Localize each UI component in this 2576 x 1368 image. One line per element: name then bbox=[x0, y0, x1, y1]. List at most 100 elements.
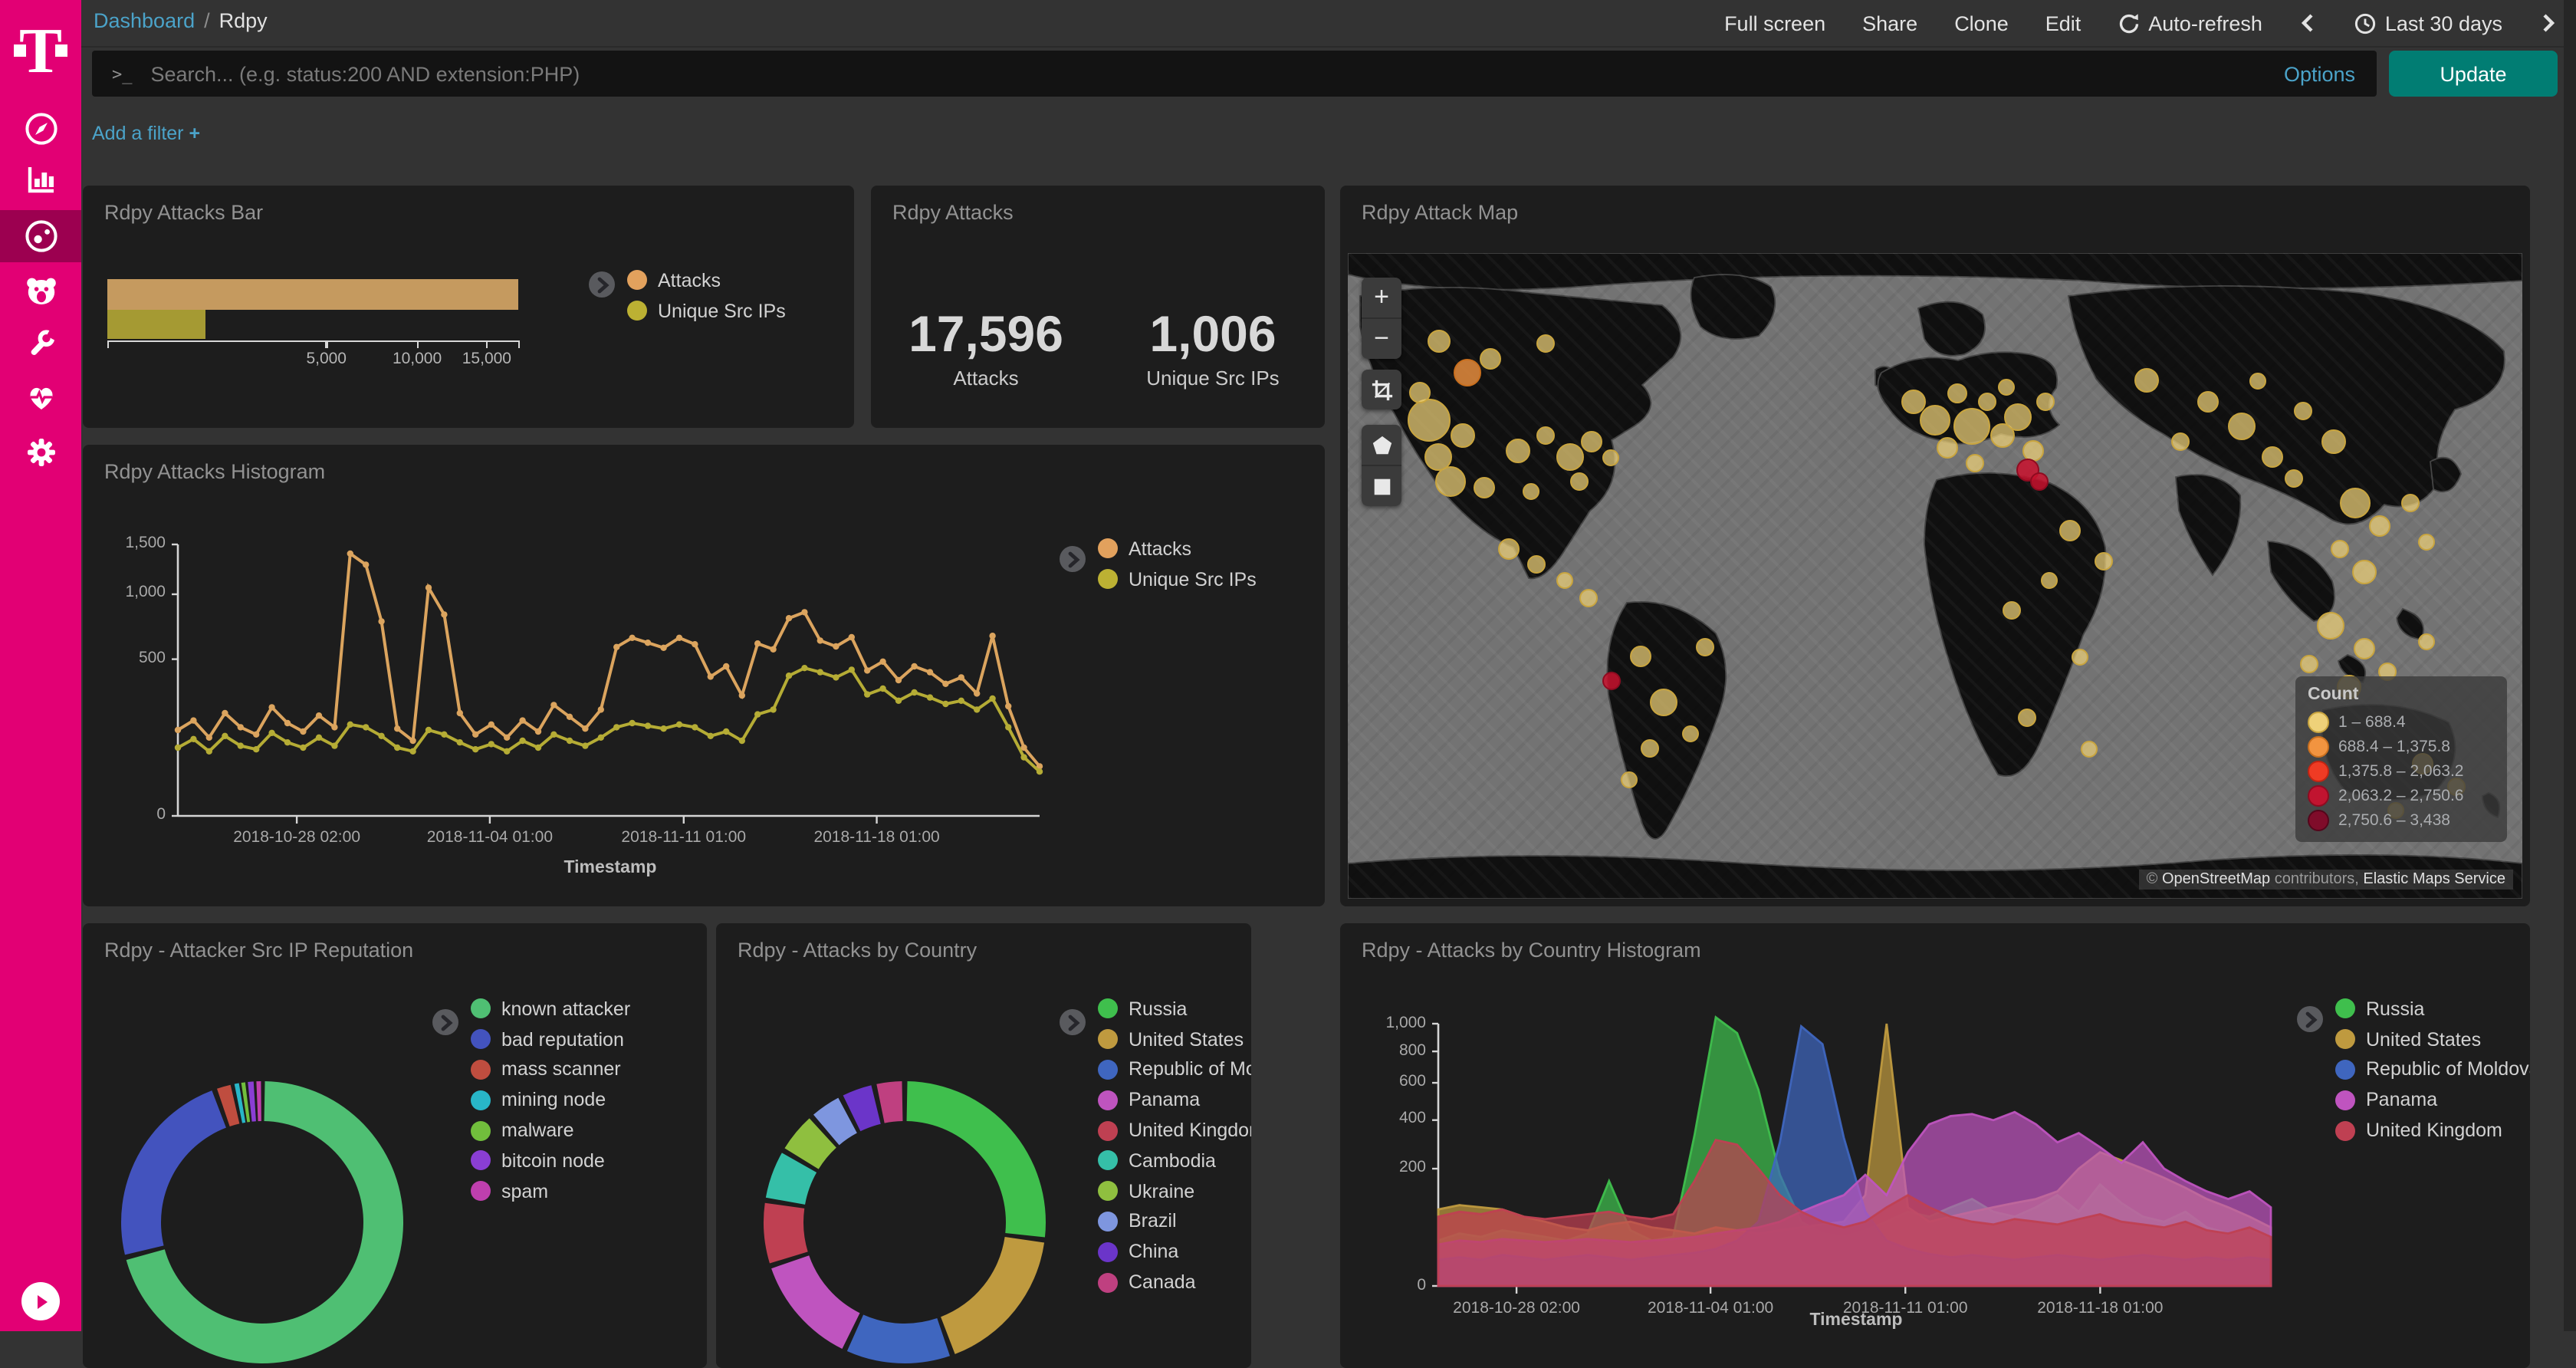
data-point[interactable] bbox=[441, 611, 448, 618]
data-point[interactable] bbox=[394, 744, 401, 751]
attack-bubble[interactable] bbox=[1947, 383, 1967, 403]
donut-segment-malware[interactable] bbox=[241, 1082, 251, 1123]
sidebar-item-management[interactable] bbox=[0, 426, 81, 478]
data-point[interactable] bbox=[723, 663, 730, 670]
bar-unique-src-ips[interactable] bbox=[107, 309, 206, 339]
legend-toggle-button[interactable] bbox=[1060, 546, 1086, 572]
donut-segment-canada[interactable] bbox=[876, 1081, 903, 1123]
legend-item[interactable]: United Kingdom bbox=[1098, 1115, 1251, 1146]
legend-item[interactable]: spam bbox=[471, 1176, 630, 1207]
donut-segment-bad-reputation[interactable] bbox=[121, 1090, 226, 1255]
data-point[interactable] bbox=[723, 728, 730, 735]
data-point[interactable] bbox=[879, 685, 886, 692]
attack-bubble[interactable] bbox=[2022, 440, 2044, 462]
donut-segment-mining-node[interactable] bbox=[234, 1083, 246, 1123]
attack-bubble[interactable] bbox=[2040, 571, 2057, 588]
data-point[interactable] bbox=[284, 719, 291, 727]
data-point[interactable] bbox=[1020, 744, 1027, 751]
attack-bubble[interactable] bbox=[1536, 426, 1555, 445]
attack-bubble[interactable] bbox=[1602, 449, 1618, 465]
data-point[interactable] bbox=[660, 644, 667, 651]
auto-refresh-button[interactable]: Auto-refresh bbox=[2118, 12, 2262, 35]
legend-item[interactable]: United Kingdom bbox=[2335, 1115, 2530, 1146]
donut-segment-russia[interactable] bbox=[906, 1081, 1046, 1238]
data-point[interactable] bbox=[456, 709, 463, 717]
attack-bubble[interactable] bbox=[1408, 399, 1451, 442]
attack-bubble[interactable] bbox=[2071, 648, 2088, 665]
donut-segment-ukraine[interactable] bbox=[784, 1118, 836, 1169]
legend-item[interactable]: United States bbox=[1098, 1024, 1251, 1055]
data-point[interactable] bbox=[942, 700, 949, 708]
data-point[interactable] bbox=[363, 561, 370, 568]
attack-bubble[interactable] bbox=[1506, 439, 1530, 463]
data-point[interactable] bbox=[1005, 724, 1012, 731]
data-point[interactable] bbox=[597, 706, 604, 713]
map-fit-bounds-button[interactable] bbox=[1362, 370, 1401, 409]
legend-item[interactable]: China bbox=[1098, 1237, 1251, 1268]
attack-bubble[interactable] bbox=[1570, 472, 1589, 491]
sidebar-item-dev-tools[interactable] bbox=[0, 317, 81, 370]
data-point[interactable] bbox=[566, 737, 573, 745]
ems-link[interactable]: Elastic Maps Service bbox=[2363, 871, 2505, 888]
data-point[interactable] bbox=[754, 640, 761, 647]
attack-bubble[interactable] bbox=[2285, 469, 2303, 488]
attack-bubble[interactable] bbox=[1602, 672, 1621, 690]
data-point[interactable] bbox=[848, 666, 855, 673]
legend-item[interactable]: mining node bbox=[471, 1085, 630, 1116]
attack-bubble[interactable] bbox=[2417, 633, 2434, 649]
attack-bubble[interactable] bbox=[2080, 740, 2097, 757]
attack-bubble[interactable] bbox=[2095, 552, 2113, 571]
data-point[interactable] bbox=[770, 646, 777, 653]
data-point[interactable] bbox=[409, 748, 416, 755]
sidebar-item-discover[interactable] bbox=[0, 103, 81, 155]
options-link[interactable]: Options bbox=[2283, 62, 2355, 85]
data-point[interactable] bbox=[174, 744, 182, 751]
bar-attacks[interactable] bbox=[107, 279, 518, 309]
data-point[interactable] bbox=[394, 725, 401, 732]
data-point[interactable] bbox=[785, 672, 793, 679]
attack-bubble[interactable] bbox=[2401, 494, 2420, 512]
data-point[interactable] bbox=[895, 697, 902, 704]
data-point[interactable] bbox=[253, 746, 260, 753]
sidebar-collapse-button[interactable] bbox=[21, 1282, 60, 1320]
attack-map[interactable]: + − Count bbox=[1348, 253, 2522, 899]
data-point[interactable] bbox=[190, 735, 197, 742]
sidebar-item-visualize[interactable] bbox=[0, 153, 81, 206]
data-point[interactable] bbox=[268, 704, 275, 711]
legend-item[interactable]: malware bbox=[471, 1115, 630, 1146]
data-point[interactable] bbox=[205, 734, 212, 741]
attack-bubble[interactable] bbox=[2417, 533, 2434, 550]
attack-bubble[interactable] bbox=[1427, 329, 1450, 352]
attack-bubble[interactable] bbox=[2228, 413, 2256, 440]
attack-bubble[interactable] bbox=[2004, 403, 2032, 431]
attack-bubble[interactable] bbox=[2134, 368, 2159, 393]
data-point[interactable] bbox=[566, 713, 573, 720]
data-point[interactable] bbox=[519, 737, 526, 745]
legend-item[interactable]: Unique Src IPs bbox=[1098, 564, 1257, 595]
data-point[interactable] bbox=[472, 731, 479, 738]
attack-bubble[interactable] bbox=[2171, 432, 2190, 451]
data-point[interactable] bbox=[675, 634, 683, 641]
data-point[interactable] bbox=[409, 737, 416, 745]
legend-item[interactable]: Ukraine bbox=[1098, 1176, 1251, 1207]
data-point[interactable] bbox=[958, 697, 965, 704]
breadcrumb-dashboard-link[interactable]: Dashboard bbox=[94, 9, 196, 32]
attack-bubble[interactable] bbox=[1498, 538, 1520, 560]
data-point[interactable] bbox=[675, 721, 683, 728]
data-point[interactable] bbox=[974, 690, 981, 697]
data-point[interactable] bbox=[707, 673, 714, 680]
data-point[interactable] bbox=[942, 680, 949, 687]
attack-bubble[interactable] bbox=[2197, 391, 2219, 413]
legend-item[interactable]: Brazil bbox=[1098, 1206, 1251, 1237]
donut-segment-united-states[interactable] bbox=[941, 1237, 1045, 1354]
data-point[interactable] bbox=[597, 734, 604, 741]
page-scrollbar[interactable] bbox=[2564, 0, 2576, 1331]
legend-toggle-button[interactable] bbox=[432, 1009, 458, 1035]
data-point[interactable] bbox=[833, 643, 840, 650]
data-point[interactable] bbox=[331, 724, 338, 731]
data-point[interactable] bbox=[801, 609, 808, 616]
data-point[interactable] bbox=[534, 728, 542, 735]
data-point[interactable] bbox=[519, 717, 526, 724]
legend-item[interactable]: bad reputation bbox=[471, 1024, 630, 1055]
data-point[interactable] bbox=[754, 711, 761, 718]
